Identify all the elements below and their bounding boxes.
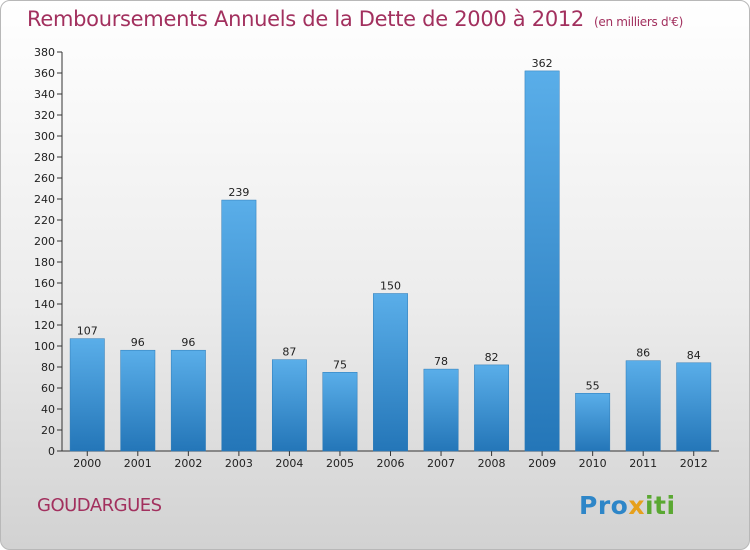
y-tick-label: 320: [34, 109, 55, 122]
y-tick-label: 80: [41, 361, 55, 374]
bar: [474, 364, 510, 452]
bar-value-label: 55: [586, 379, 600, 392]
y-tick-label: 60: [41, 382, 55, 395]
y-tick-label: 20: [41, 424, 55, 437]
bar-value-label: 86: [636, 347, 650, 360]
chart-unit: (en milliers d'€): [594, 15, 684, 29]
y-tick-label: 380: [34, 46, 55, 59]
axes: 0 20 40 60 80 100 120 140 160 180 200 220 240 260 280 3…: [34, 46, 719, 470]
bar: [120, 349, 156, 452]
y-tick-label: 340: [34, 88, 55, 101]
x-tick-label: 2003: [225, 457, 253, 470]
x-tick-label: 2010: [579, 457, 607, 470]
y-tick-label: 180: [34, 256, 55, 269]
bar: [676, 362, 712, 452]
x-tick-label: 2012: [680, 457, 708, 470]
bar: [524, 70, 560, 452]
x-tick-label: 2001: [124, 457, 152, 470]
bar-value-label: 107: [77, 325, 98, 338]
x-tick-label: 2009: [528, 457, 556, 470]
x-tick-label: 2007: [427, 457, 455, 470]
x-tick-label: 2011: [629, 457, 657, 470]
bar-value-label: 96: [131, 336, 145, 349]
y-tick-label: 240: [34, 193, 55, 206]
bar-value-label: 87: [282, 346, 296, 359]
bar: [170, 349, 206, 452]
town-name: GOUDARGUES: [37, 495, 162, 516]
logo-part-1: Pro: [579, 491, 629, 520]
bar-value-label: 96: [181, 336, 195, 349]
y-tick-label: 300: [34, 130, 55, 143]
bar-value-label: 362: [532, 57, 553, 70]
x-tick-label: 2002: [174, 457, 202, 470]
y-tick-label: 260: [34, 172, 55, 185]
bar: [423, 368, 459, 452]
bar: [373, 293, 408, 452]
y-tick-label: 220: [34, 214, 55, 227]
y-tick-label: 280: [34, 151, 55, 164]
bar-value-label: 75: [333, 358, 347, 371]
y-tick-label: 0: [48, 445, 55, 458]
bar: [69, 338, 105, 452]
y-tick-label: 140: [34, 298, 55, 311]
bar-value-label: 78: [434, 355, 448, 368]
bar: [575, 393, 611, 452]
x-tick-label: 2004: [275, 457, 303, 470]
chart-title-row: Remboursements Annuels de la Dette de 20…: [27, 7, 683, 31]
y-tick-label: 360: [34, 67, 55, 80]
proxiti-logo[interactable]: Proxiti: [579, 491, 676, 520]
y-tick-label: 40: [41, 403, 55, 416]
x-tick-label: 2006: [377, 457, 405, 470]
bar: [625, 360, 661, 452]
x-tick-label: 2008: [478, 457, 506, 470]
y-tick-label: 160: [34, 277, 55, 290]
x-tick-label: 2005: [326, 457, 354, 470]
chart-title: Remboursements Annuels de la Dette de 20…: [27, 7, 584, 31]
bar-value-label: 239: [228, 186, 249, 199]
bar-value-label: 84: [687, 349, 701, 362]
bar-value-label: 150: [380, 280, 401, 293]
bar: [271, 359, 307, 452]
logo-part-3: iti: [644, 491, 676, 520]
y-tick-label: 200: [34, 235, 55, 248]
logo-part-2: x: [628, 491, 645, 520]
y-tick-label: 100: [34, 340, 55, 353]
bar: [322, 372, 358, 452]
y-tick-label: 120: [34, 319, 55, 332]
bar-value-label: 82: [485, 351, 499, 364]
bars: 107 96 96 239 87 75 150 78 82 362 55 86 84: [69, 57, 712, 452]
x-tick-label: 2000: [73, 457, 101, 470]
bar: [221, 199, 257, 452]
